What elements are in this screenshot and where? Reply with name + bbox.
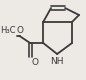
Text: O: O <box>32 58 39 67</box>
Text: H₃C: H₃C <box>1 26 16 35</box>
Text: NH: NH <box>50 57 64 66</box>
Text: O: O <box>16 26 23 35</box>
